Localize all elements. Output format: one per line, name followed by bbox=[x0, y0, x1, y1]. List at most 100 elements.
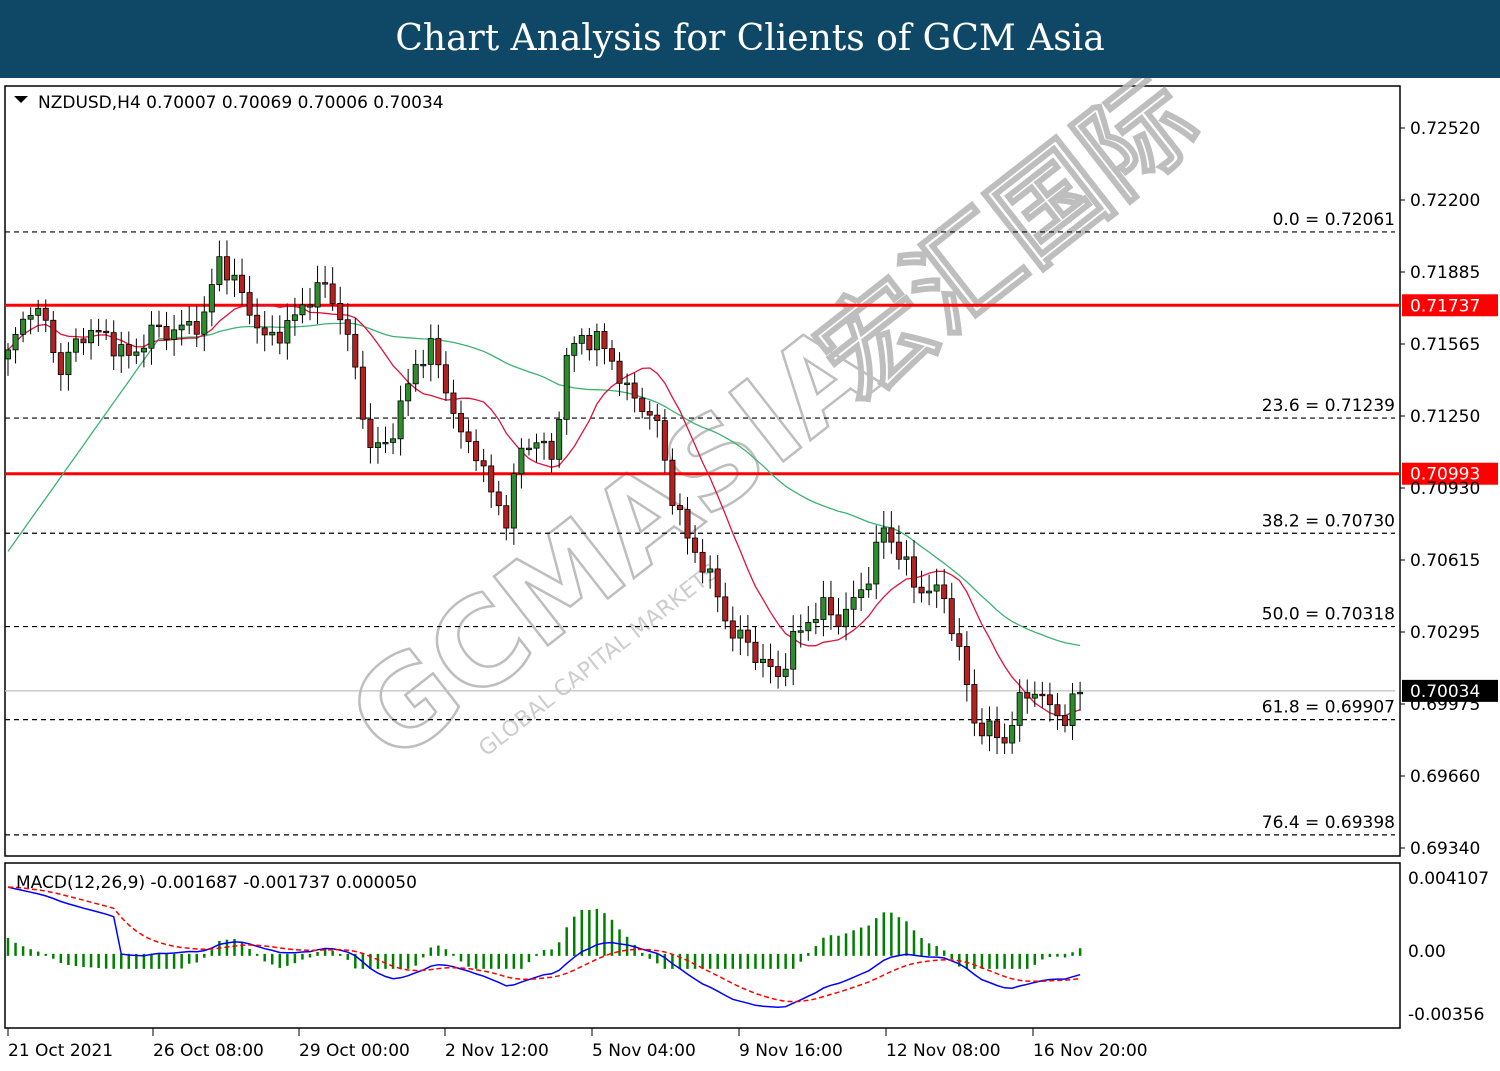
candle bbox=[1009, 711, 1016, 754]
candle-body bbox=[420, 363, 427, 367]
candle-body bbox=[223, 256, 230, 281]
candle-body bbox=[382, 441, 389, 445]
price-panel bbox=[4, 85, 1401, 857]
candle bbox=[314, 265, 321, 325]
candle-body bbox=[1039, 693, 1046, 697]
candle bbox=[1001, 723, 1008, 755]
candle-body bbox=[616, 360, 623, 384]
candle bbox=[239, 258, 246, 306]
candle-body bbox=[306, 304, 313, 308]
candle bbox=[714, 555, 721, 613]
candle bbox=[88, 319, 95, 360]
symbol-dropdown-icon[interactable] bbox=[14, 96, 28, 103]
candle bbox=[50, 310, 57, 363]
candle-body bbox=[103, 330, 110, 334]
candle-body bbox=[971, 684, 978, 724]
candle-body bbox=[1054, 704, 1061, 717]
macd-layer bbox=[6, 886, 1082, 1009]
candle-body bbox=[88, 330, 95, 344]
candle bbox=[480, 448, 487, 483]
candle bbox=[684, 497, 691, 555]
candle-body bbox=[963, 646, 970, 685]
candle bbox=[193, 305, 200, 347]
candle bbox=[752, 626, 759, 671]
candle-body bbox=[525, 447, 532, 451]
candle bbox=[457, 400, 464, 449]
candle-body bbox=[1001, 737, 1008, 744]
candle-body bbox=[1046, 694, 1053, 706]
current-price-label: 0.70034 bbox=[1410, 682, 1480, 702]
candle bbox=[986, 706, 993, 752]
candle-body bbox=[254, 314, 261, 329]
candle-body bbox=[994, 720, 1001, 738]
candle-body bbox=[110, 332, 117, 357]
candle-body bbox=[510, 473, 517, 529]
fib-label-5: 76.4 = 0.69398 bbox=[1262, 813, 1395, 833]
x-tick-label: 21 Oct 2021 bbox=[8, 1041, 113, 1061]
candle-body bbox=[299, 304, 306, 316]
candle bbox=[42, 299, 49, 332]
candle bbox=[729, 606, 736, 652]
banner: Chart Analysis for Clients of GCM Asia bbox=[0, 0, 1500, 78]
candle bbox=[1077, 681, 1084, 711]
candle-body bbox=[661, 420, 668, 461]
candle-body bbox=[140, 347, 147, 353]
candle bbox=[639, 387, 646, 419]
fib-label-3: 50.0 = 0.70318 bbox=[1262, 605, 1395, 625]
candle-body bbox=[352, 333, 359, 368]
candle-body bbox=[835, 614, 842, 628]
candle-body bbox=[35, 307, 42, 316]
candle-body bbox=[27, 314, 34, 320]
candle-body bbox=[412, 364, 419, 385]
candle bbox=[155, 310, 162, 338]
candle bbox=[344, 303, 351, 352]
candle bbox=[699, 539, 706, 584]
candle-body bbox=[397, 400, 404, 440]
y-tick-label: 0.70930 bbox=[1410, 479, 1480, 499]
candle-body bbox=[782, 668, 789, 677]
candle-body bbox=[201, 311, 208, 335]
candle-body bbox=[858, 589, 865, 598]
candle bbox=[390, 423, 397, 455]
candle bbox=[254, 298, 261, 344]
candle bbox=[435, 324, 442, 379]
candle bbox=[306, 287, 313, 321]
candle-body bbox=[729, 620, 736, 639]
candle bbox=[790, 615, 797, 686]
x-tick-label: 16 Nov 20:00 bbox=[1033, 1041, 1148, 1061]
candle-body bbox=[390, 438, 397, 443]
candle bbox=[744, 615, 751, 657]
candle-body bbox=[208, 284, 215, 313]
candle bbox=[843, 592, 850, 641]
candle-body bbox=[737, 629, 744, 639]
candle bbox=[412, 349, 419, 392]
candle bbox=[269, 315, 276, 346]
candle bbox=[873, 525, 880, 600]
candle bbox=[835, 597, 842, 635]
candle-body bbox=[171, 329, 178, 340]
candle-body bbox=[775, 666, 782, 677]
candle-body bbox=[533, 442, 540, 449]
candle bbox=[646, 400, 653, 430]
candle bbox=[994, 706, 1001, 755]
candle bbox=[65, 342, 72, 391]
x-tick-label: 29 Oct 00:00 bbox=[299, 1041, 410, 1061]
levels-layer: 0.0 = 0.72061 23.6 = 0.71239 38.2 = 0.7073… bbox=[5, 210, 1498, 836]
macd-panel bbox=[4, 862, 1401, 1029]
candle bbox=[609, 339, 616, 371]
candle-body bbox=[367, 418, 374, 448]
candle-body bbox=[12, 333, 19, 351]
candle bbox=[442, 351, 449, 401]
candle bbox=[601, 323, 608, 365]
candle bbox=[246, 275, 253, 325]
candle bbox=[775, 650, 782, 689]
candle bbox=[933, 568, 940, 608]
candle bbox=[450, 379, 457, 429]
candle-body bbox=[624, 382, 631, 385]
candle bbox=[850, 580, 857, 627]
candle-body bbox=[873, 541, 880, 585]
candle-body bbox=[186, 321, 193, 326]
candle-body bbox=[692, 537, 699, 553]
fib-label-0: 0.0 = 0.72061 bbox=[1273, 210, 1395, 230]
candle bbox=[488, 454, 495, 508]
